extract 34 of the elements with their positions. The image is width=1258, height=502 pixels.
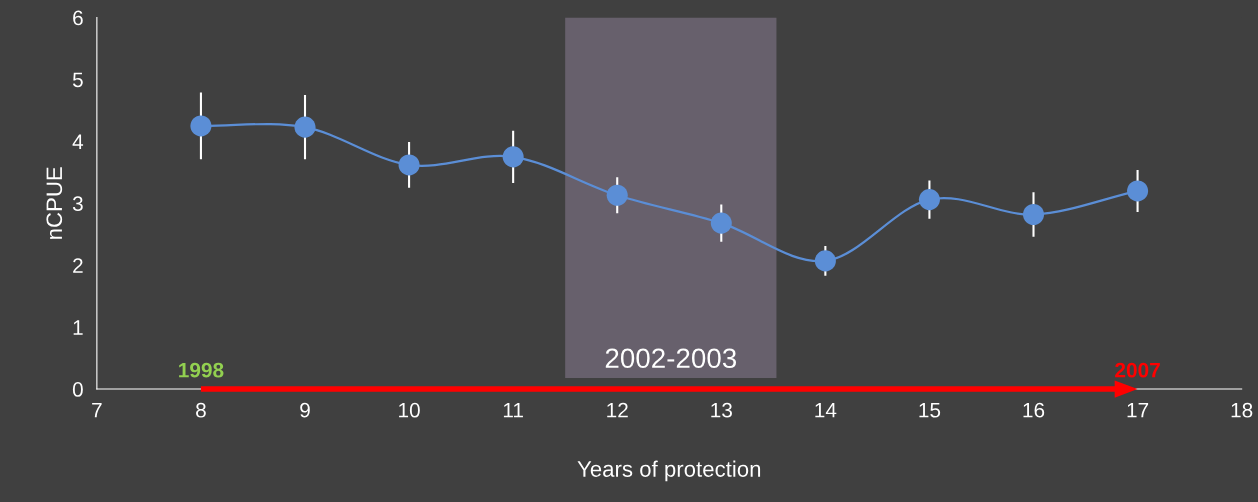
x-axis-title: Years of protection bbox=[577, 460, 761, 482]
x-tick-label: 7 bbox=[92, 403, 102, 418]
point bbox=[1127, 180, 1149, 202]
x-tick-label: 15 bbox=[919, 403, 941, 418]
y-tick-label: 4 bbox=[72, 134, 84, 149]
x-tick-label: 8 bbox=[196, 402, 206, 418]
point bbox=[190, 115, 212, 137]
y-tick-label: 1 bbox=[73, 320, 83, 335]
x-tick-label: 16 bbox=[1023, 402, 1045, 418]
band-label: 2002-2003 bbox=[605, 348, 737, 369]
x-tick-label: 14 bbox=[815, 403, 837, 418]
x-tick-label: 13 bbox=[711, 402, 732, 418]
point bbox=[1022, 203, 1045, 225]
y-tick-label: 6 bbox=[73, 10, 83, 26]
y-axis-title: nCPUE bbox=[46, 167, 63, 239]
x-tick-label: 10 bbox=[399, 402, 420, 418]
annotation: 1998 bbox=[179, 362, 224, 378]
y-tick-label: 3 bbox=[72, 196, 83, 212]
x-tick-label: 9 bbox=[300, 402, 310, 418]
point bbox=[606, 184, 628, 206]
annotation: 2007 bbox=[1115, 362, 1160, 378]
point bbox=[918, 189, 940, 211]
x-tick-label: 11 bbox=[503, 403, 523, 418]
y-tick-label: 0 bbox=[72, 382, 83, 397]
point bbox=[710, 212, 732, 234]
point bbox=[398, 154, 420, 176]
x-tick-label: 17 bbox=[1127, 403, 1149, 418]
y-tick-label: 2 bbox=[73, 258, 83, 273]
x-tick-label: 12 bbox=[607, 402, 628, 418]
point bbox=[294, 116, 316, 138]
point bbox=[502, 146, 524, 168]
point bbox=[814, 250, 836, 272]
y-tick-label: 5 bbox=[72, 72, 83, 88]
x-tick-label: 18 bbox=[1231, 402, 1253, 418]
